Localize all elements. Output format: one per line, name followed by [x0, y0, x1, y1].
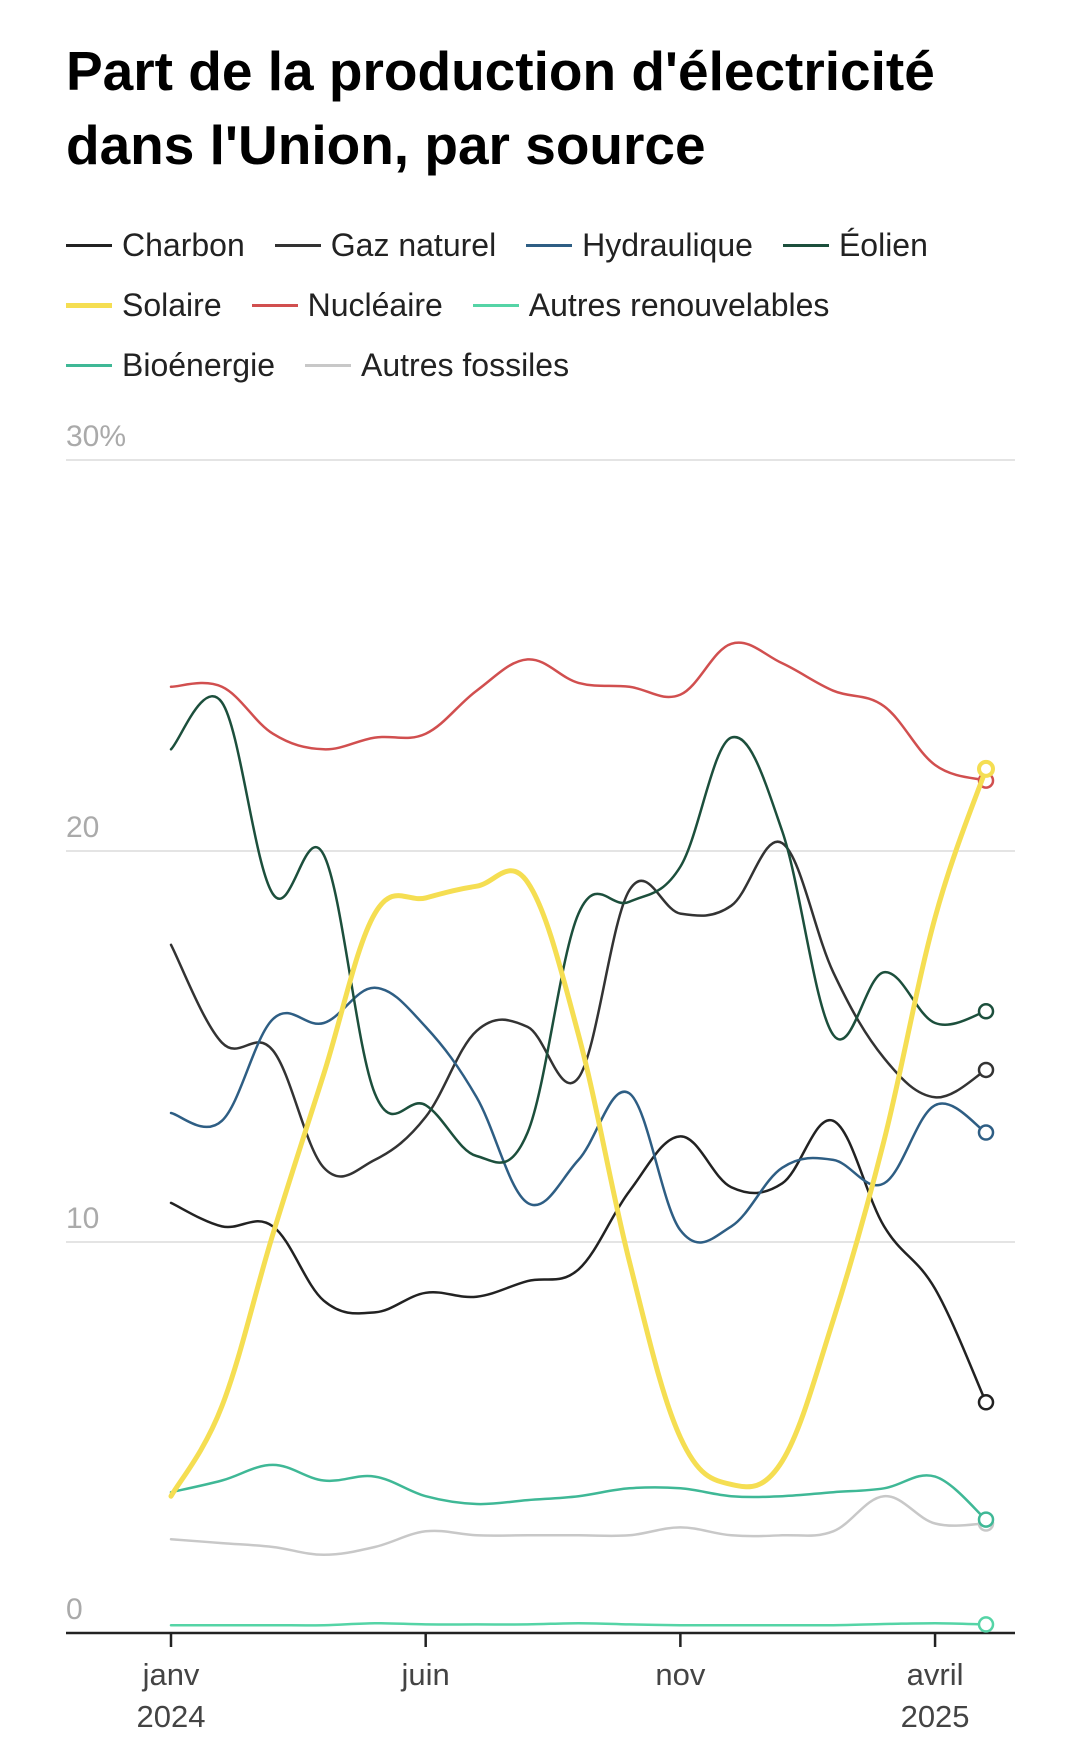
y-tick-label: 20	[66, 811, 99, 844]
legend-row: Bioénergie Autres fossiles	[66, 335, 1026, 395]
series-end-marker-hydraulique	[977, 1124, 995, 1141]
legend-label: Gaz naturel	[330, 226, 497, 263]
legend-item-autres-fossiles: Autres fossiles	[305, 347, 569, 384]
legend-swatch	[66, 302, 112, 308]
series-line-gaz-naturel	[169, 840, 988, 1178]
legend-item-hydraulique: Hydraulique	[526, 227, 753, 264]
series-line-nucleaire	[169, 641, 988, 782]
legend: Charbon Gaz naturel Hydraulique Éolien S…	[66, 215, 1026, 395]
legend-swatch	[526, 243, 573, 247]
series-end-marker-bioenergie	[977, 1511, 995, 1528]
y-tick-label: 10	[66, 1202, 99, 1235]
legend-label: Solaire	[122, 286, 222, 323]
legend-swatch	[66, 243, 112, 247]
legend-item-autres-renouvelables: Autres renouvelables	[472, 286, 830, 324]
series-line-bioenergie	[169, 1463, 988, 1521]
legend-swatch	[66, 363, 112, 367]
x-tick-label: juin	[401, 1657, 450, 1692]
series-end-marker-solaire	[977, 759, 995, 778]
legend-row: Charbon Gaz naturel Hydraulique Éolien	[66, 215, 1026, 275]
series-end-marker-eolien	[977, 1003, 995, 1020]
legend-swatch	[251, 303, 298, 307]
legend-label: Hydraulique	[582, 226, 753, 263]
series-end-marker-autres-renouvelables	[977, 1616, 995, 1633]
legend-row: Solaire Nucléaire Autres renouvelables	[66, 275, 1026, 335]
x-tick-label: janv	[142, 1657, 200, 1692]
legend-label: Nucléaire	[307, 286, 443, 323]
series-line-autres-fossiles	[169, 1494, 988, 1557]
x-tick-year-label: 2024	[137, 1699, 206, 1734]
legend-item-bioenergie: Bioénergie	[66, 347, 275, 384]
legend-swatch	[305, 363, 351, 367]
legend-label: Bioénergie	[122, 346, 275, 383]
chart-title: Part de la production d'électricité dans…	[66, 40, 935, 176]
x-tick-label: avril	[907, 1657, 964, 1692]
series-end-marker-charbon	[977, 1394, 995, 1411]
legend-label: Charbon	[122, 226, 245, 263]
legend-swatch	[782, 243, 829, 247]
series-end-marker-gaz-naturel	[977, 1061, 995, 1079]
y-tick-label: 30%	[66, 420, 126, 453]
legend-item-charbon: Charbon	[66, 227, 245, 264]
legend-swatch	[274, 243, 321, 247]
legend-label: Éolien	[838, 226, 928, 263]
series-line-autres-renouvelables	[169, 1621, 988, 1627]
series-line-hydraulique	[169, 986, 988, 1244]
legend-item-solaire: Solaire	[66, 287, 222, 324]
legend-swatch	[472, 303, 519, 307]
x-tick-label: nov	[655, 1657, 705, 1692]
series-line-solaire	[168, 766, 989, 1499]
legend-item-eolien: Éolien	[782, 226, 928, 264]
legend-item-nucleaire: Nucléaire	[251, 286, 443, 324]
legend-item-gaz-naturel: Gaz naturel	[274, 226, 497, 264]
y-tick-label: 0	[66, 1593, 83, 1626]
legend-label: Autres fossiles	[361, 346, 570, 383]
x-tick-year-label: 2025	[901, 1699, 970, 1734]
legend-label: Autres renouvelables	[528, 286, 830, 323]
